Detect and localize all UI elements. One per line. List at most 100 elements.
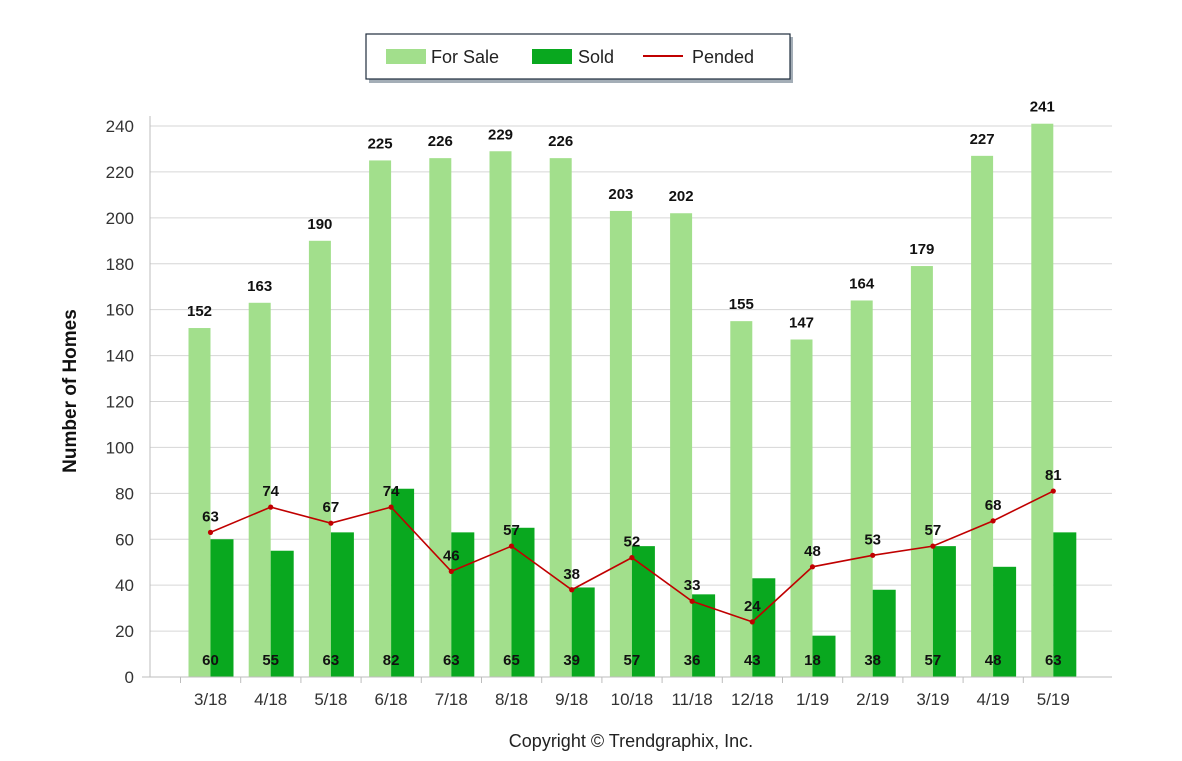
for-sale-data-label: 155: [729, 296, 754, 313]
legend-box: [365, 33, 791, 80]
pended-point: [569, 587, 575, 593]
y-tick-label: 20: [115, 622, 134, 641]
axes: 0 20 40 60 80 100 120 140 160 180 200 220 240 3/18 4/1…: [106, 116, 1112, 709]
x-tick-label: 11/18: [671, 690, 712, 709]
y-tick-label: 0: [125, 668, 134, 687]
pended-data-label: 53: [864, 531, 881, 548]
legend-swatch-for-sale: [386, 49, 426, 64]
sold-data-label: 57: [624, 652, 641, 669]
y-tick-label: 160: [106, 301, 134, 320]
y-tick-label: 80: [115, 484, 134, 503]
pended-point: [508, 543, 515, 549]
x-tick-label: 9/18: [555, 690, 588, 709]
for-sale-data-label: 226: [428, 133, 453, 150]
sold-bar: [1053, 532, 1077, 677]
bars: [188, 123, 1077, 678]
legend-swatch-sold: [532, 49, 572, 64]
x-tick-label: 4/18: [254, 690, 287, 709]
for-sale-bar: [1031, 123, 1054, 678]
for-sale-data-label: 152: [187, 303, 212, 320]
pended-data-label: 46: [443, 547, 460, 564]
y-tick-label: 100: [106, 438, 134, 457]
x-tick-label: 3/19: [916, 690, 949, 709]
legend: For Sale Sold Pended: [365, 33, 793, 83]
sold-data-label: 43: [744, 652, 761, 669]
pended-point: [689, 598, 695, 604]
sold-bar: [391, 488, 415, 677]
pended-data-label: 48: [804, 543, 821, 560]
for-sale-bar: [489, 151, 512, 678]
copyright: Copyright © Trendgraphix, Inc.: [509, 731, 753, 751]
sold-bar: [692, 594, 716, 677]
pended-point: [990, 518, 996, 524]
for-sale-bar: [308, 240, 331, 677]
sold-bar: [571, 587, 595, 677]
pended-point: [749, 619, 755, 625]
sold-bar: [270, 550, 294, 677]
sold-data-label: 48: [985, 652, 1002, 669]
pended-point: [809, 564, 816, 570]
for-sale-data-label: 226: [548, 133, 573, 150]
for-sale-bar: [369, 160, 392, 677]
sold-bar: [993, 566, 1017, 677]
y-tick-label: 240: [106, 117, 134, 136]
sold-data-label: 57: [925, 652, 942, 669]
sold-data-label: 63: [323, 652, 340, 669]
x-tick-label: 6/18: [375, 690, 408, 709]
sold-data-label: 36: [684, 652, 701, 669]
x-tick-label: 8/18: [495, 690, 528, 709]
sold-data-label: 39: [563, 652, 580, 669]
y-tick-label: 200: [106, 209, 134, 228]
for-sale-bar: [790, 339, 813, 677]
for-sale-bar: [910, 266, 933, 677]
pended-point: [388, 504, 394, 510]
sold-data-label: 63: [443, 652, 460, 669]
for-sale-bar: [248, 302, 271, 677]
sold-data-label: 82: [383, 652, 400, 669]
y-tick-label: 40: [115, 576, 134, 595]
for-sale-bar: [429, 158, 452, 677]
pended-point: [268, 504, 274, 510]
pended-point: [1050, 488, 1056, 494]
x-tick-label: 7/18: [435, 690, 468, 709]
sold-bar: [812, 635, 836, 677]
data-labels: 152 60 163 55 190 63 225 82 226 63 229 65 226 39 203 57…: [187, 99, 1062, 669]
pended-line-layer: [207, 488, 1056, 625]
pended-data-label: 57: [925, 522, 942, 539]
pended-point: [629, 555, 635, 561]
x-tick-label: 3/18: [194, 690, 227, 709]
sold-bar: [872, 589, 896, 677]
sold-data-label: 55: [262, 652, 279, 669]
x-tick-label: 5/19: [1037, 690, 1070, 709]
for-sale-data-label: 227: [970, 131, 995, 148]
pended-data-label: 81: [1045, 467, 1062, 484]
pended-point: [870, 552, 876, 558]
for-sale-data-label: 190: [307, 216, 332, 233]
for-sale-bar: [188, 328, 211, 677]
for-sale-data-label: 147: [789, 315, 814, 332]
legend-label-pended: Pended: [692, 47, 754, 67]
sold-data-label: 63: [1045, 652, 1062, 669]
pended-data-label: 67: [323, 499, 340, 516]
y-tick-label: 220: [106, 163, 134, 182]
pended-point: [448, 568, 454, 574]
sold-bar: [210, 539, 234, 677]
pended-data-label: 68: [985, 497, 1002, 514]
for-sale-data-label: 163: [247, 278, 272, 295]
pended-data-label: 63: [202, 508, 219, 525]
legend-label-for-sale: For Sale: [431, 47, 499, 67]
for-sale-data-label: 179: [909, 241, 934, 258]
pended-point: [930, 543, 936, 549]
sold-data-label: 18: [804, 652, 821, 669]
sold-data-label: 65: [503, 652, 520, 669]
pended-data-label: 52: [624, 534, 641, 551]
sold-bar: [631, 546, 655, 677]
for-sale-data-label: 225: [368, 135, 393, 152]
sold-bar: [752, 578, 776, 677]
x-tick-label: 12/18: [731, 690, 774, 709]
for-sale-data-label: 202: [669, 188, 694, 205]
y-tick-label: 60: [115, 530, 134, 549]
for-sale-bar: [549, 158, 572, 677]
for-sale-data-label: 203: [608, 186, 633, 203]
